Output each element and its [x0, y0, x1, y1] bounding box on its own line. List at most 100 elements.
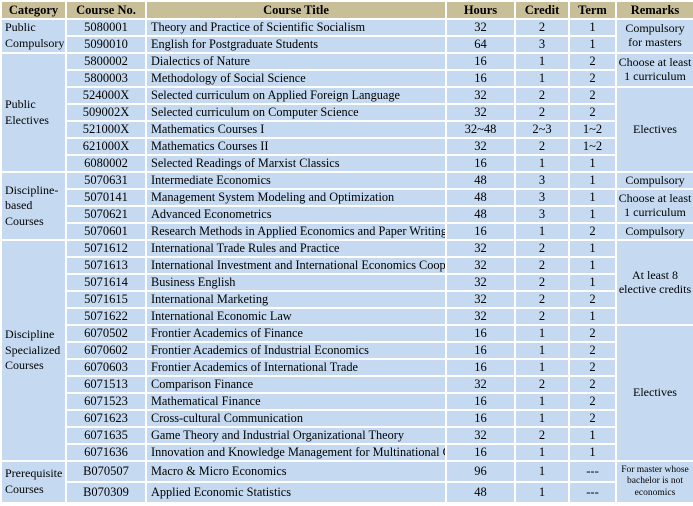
- course-no-cell: 6071635: [65, 426, 147, 445]
- header-cell-category: Category: [0, 0, 67, 20]
- course-title-cell: Research Methods in Applied Economics an…: [145, 222, 447, 241]
- course-row: 521000X Mathematics Courses I 32~48 2~3 …: [1, 120, 693, 139]
- course-no-cell: 6071623: [65, 409, 147, 428]
- course-no-cell: 6071513: [65, 375, 147, 394]
- course-title-cell: International Economic Law: [145, 307, 447, 326]
- credit-cell: 1: [514, 69, 570, 88]
- term-cell: 2: [568, 375, 617, 394]
- course-row: 5090010 English for Postgraduate Student…: [1, 35, 693, 54]
- header-row: Category Course No. Course Title Hours C…: [0, 0, 693, 20]
- category-cell-discipline-based: Discipline-based Courses: [0, 171, 67, 241]
- course-row: 5070141 Management System Modeling and O…: [1, 188, 693, 224]
- hours-cell: 32: [445, 86, 516, 105]
- course-title-cell: Business English: [145, 273, 447, 292]
- credit-cell: 2: [514, 307, 570, 326]
- term-cell: 1: [568, 239, 617, 258]
- course-title-cell: Mathematics Courses I: [145, 120, 447, 139]
- course-row: Discipline-based Courses 5070631 Interme…: [0, 171, 693, 241]
- course-row: 6071513 Comparison Finance 32 2 2: [1, 375, 693, 394]
- term-cell: 2: [568, 324, 617, 343]
- term-cell: 1: [568, 307, 617, 326]
- credit-cell: 3: [514, 205, 570, 224]
- credit-cell: 2: [514, 137, 570, 156]
- term-cell: 2: [568, 341, 617, 360]
- course-row: Discipline Specialized Courses 5071612 I…: [0, 239, 693, 462]
- course-title-cell: Advanced Econometrics: [145, 205, 447, 224]
- course-no-cell: 6071523: [65, 392, 147, 411]
- credit-cell: 2: [514, 426, 570, 445]
- term-cell: 1: [568, 154, 617, 173]
- credit-cell: 2: [514, 290, 570, 309]
- course-no-cell: 5070141: [65, 188, 147, 207]
- course-title-cell: Cross-cultural Communication: [145, 409, 447, 428]
- course-row: 6071636 Innovation and Knowledge Managem…: [1, 443, 693, 462]
- hours-cell: 32: [445, 426, 516, 445]
- course-title-cell: Management System Modeling and Optimizat…: [145, 188, 447, 207]
- header-cell-hours: Hours: [445, 0, 516, 20]
- remark-cell: Choose at least 1 curriculum: [615, 52, 693, 88]
- hours-cell: 16: [445, 341, 516, 360]
- course-title-cell: Selected curriculum on Computer Science: [145, 103, 447, 122]
- term-cell: 1: [568, 18, 617, 37]
- course-title-cell: Macro & Micro Economics: [145, 460, 447, 483]
- credit-cell: 1: [514, 409, 570, 428]
- remark-cell: Compulsory: [615, 222, 693, 241]
- term-cell: 1: [568, 273, 617, 292]
- term-cell: 1~2: [568, 137, 617, 156]
- course-no-cell: 5071612: [65, 239, 147, 258]
- course-title-cell: Methodology of Social Science: [145, 69, 447, 88]
- course-row: 524000X Selected curriculum on Applied F…: [1, 86, 693, 173]
- course-title-cell: International Investment and Internation…: [145, 256, 447, 275]
- hours-cell: 48: [445, 188, 516, 207]
- course-no-cell: 621000X: [65, 137, 147, 156]
- category-cell-prerequisite: Prerequisite Courses: [0, 460, 67, 504]
- course-title-cell: International Trade Rules and Practice: [145, 239, 447, 258]
- course-row: 5071622 International Economic Law 32 2 …: [1, 307, 693, 326]
- credit-cell: 1: [514, 341, 570, 360]
- course-title-cell: Theory and Practice of Scientific Social…: [145, 18, 447, 37]
- hours-cell: 48: [445, 171, 516, 190]
- course-row: 6070602 Frontier Academics of Industrial…: [1, 341, 693, 360]
- hours-cell: 32: [445, 18, 516, 37]
- course-title-cell: Selected curriculum on Applied Foreign L…: [145, 86, 447, 105]
- course-row: 5071613 International Investment and Int…: [1, 256, 693, 275]
- term-cell: 1: [568, 256, 617, 275]
- hours-cell: 48: [445, 481, 516, 504]
- header-cell-term: Term: [568, 0, 617, 20]
- hours-cell: 32: [445, 239, 516, 258]
- credit-cell: 1: [514, 392, 570, 411]
- category-cell-discipline-specialized: Discipline Specialized Courses: [0, 239, 67, 462]
- category-cell-public-compulsory: Public Compulsory: [0, 18, 67, 54]
- hours-cell: 32: [445, 256, 516, 275]
- credit-cell: 1: [514, 222, 570, 241]
- term-cell: 1~2: [568, 120, 617, 139]
- course-no-cell: 6070502: [65, 324, 147, 343]
- credit-cell: 2: [514, 239, 570, 258]
- term-cell: ---: [568, 460, 617, 483]
- credit-cell: 2: [514, 375, 570, 394]
- term-cell: 2: [568, 392, 617, 411]
- term-cell: 2: [568, 69, 617, 88]
- credit-cell: 2~3: [514, 120, 570, 139]
- course-row: 5070621 Advanced Econometrics 48 3 1: [1, 205, 693, 224]
- hours-cell: 16: [445, 443, 516, 462]
- hours-cell: 16: [445, 358, 516, 377]
- header-cell-course-title: Course Title: [145, 0, 447, 20]
- course-title-cell: Mathematical Finance: [145, 392, 447, 411]
- course-row: Public Electives 5800002 Dialectics of N…: [0, 52, 693, 173]
- course-row: 6071635 Game Theory and Industrial Organ…: [1, 426, 693, 445]
- course-no-cell: 5800003: [65, 69, 147, 88]
- course-title-cell: Intermediate Economics: [145, 171, 447, 190]
- credit-cell: 1: [514, 324, 570, 343]
- hours-cell: 32: [445, 103, 516, 122]
- hours-cell: 32: [445, 273, 516, 292]
- term-cell: 2: [568, 409, 617, 428]
- header-cell-credit: Credit: [514, 0, 570, 20]
- term-cell: 1: [568, 35, 617, 54]
- course-no-cell: 6080002: [65, 154, 147, 173]
- course-row: 5071615 International Marketing 32 2 2: [1, 290, 693, 309]
- course-row: 6080002 Selected Readings of Marxist Cla…: [1, 154, 693, 173]
- hours-cell: 16: [445, 392, 516, 411]
- hours-cell: 32: [445, 137, 516, 156]
- course-row: B070309 Applied Economic Statistics 48 1…: [1, 481, 693, 504]
